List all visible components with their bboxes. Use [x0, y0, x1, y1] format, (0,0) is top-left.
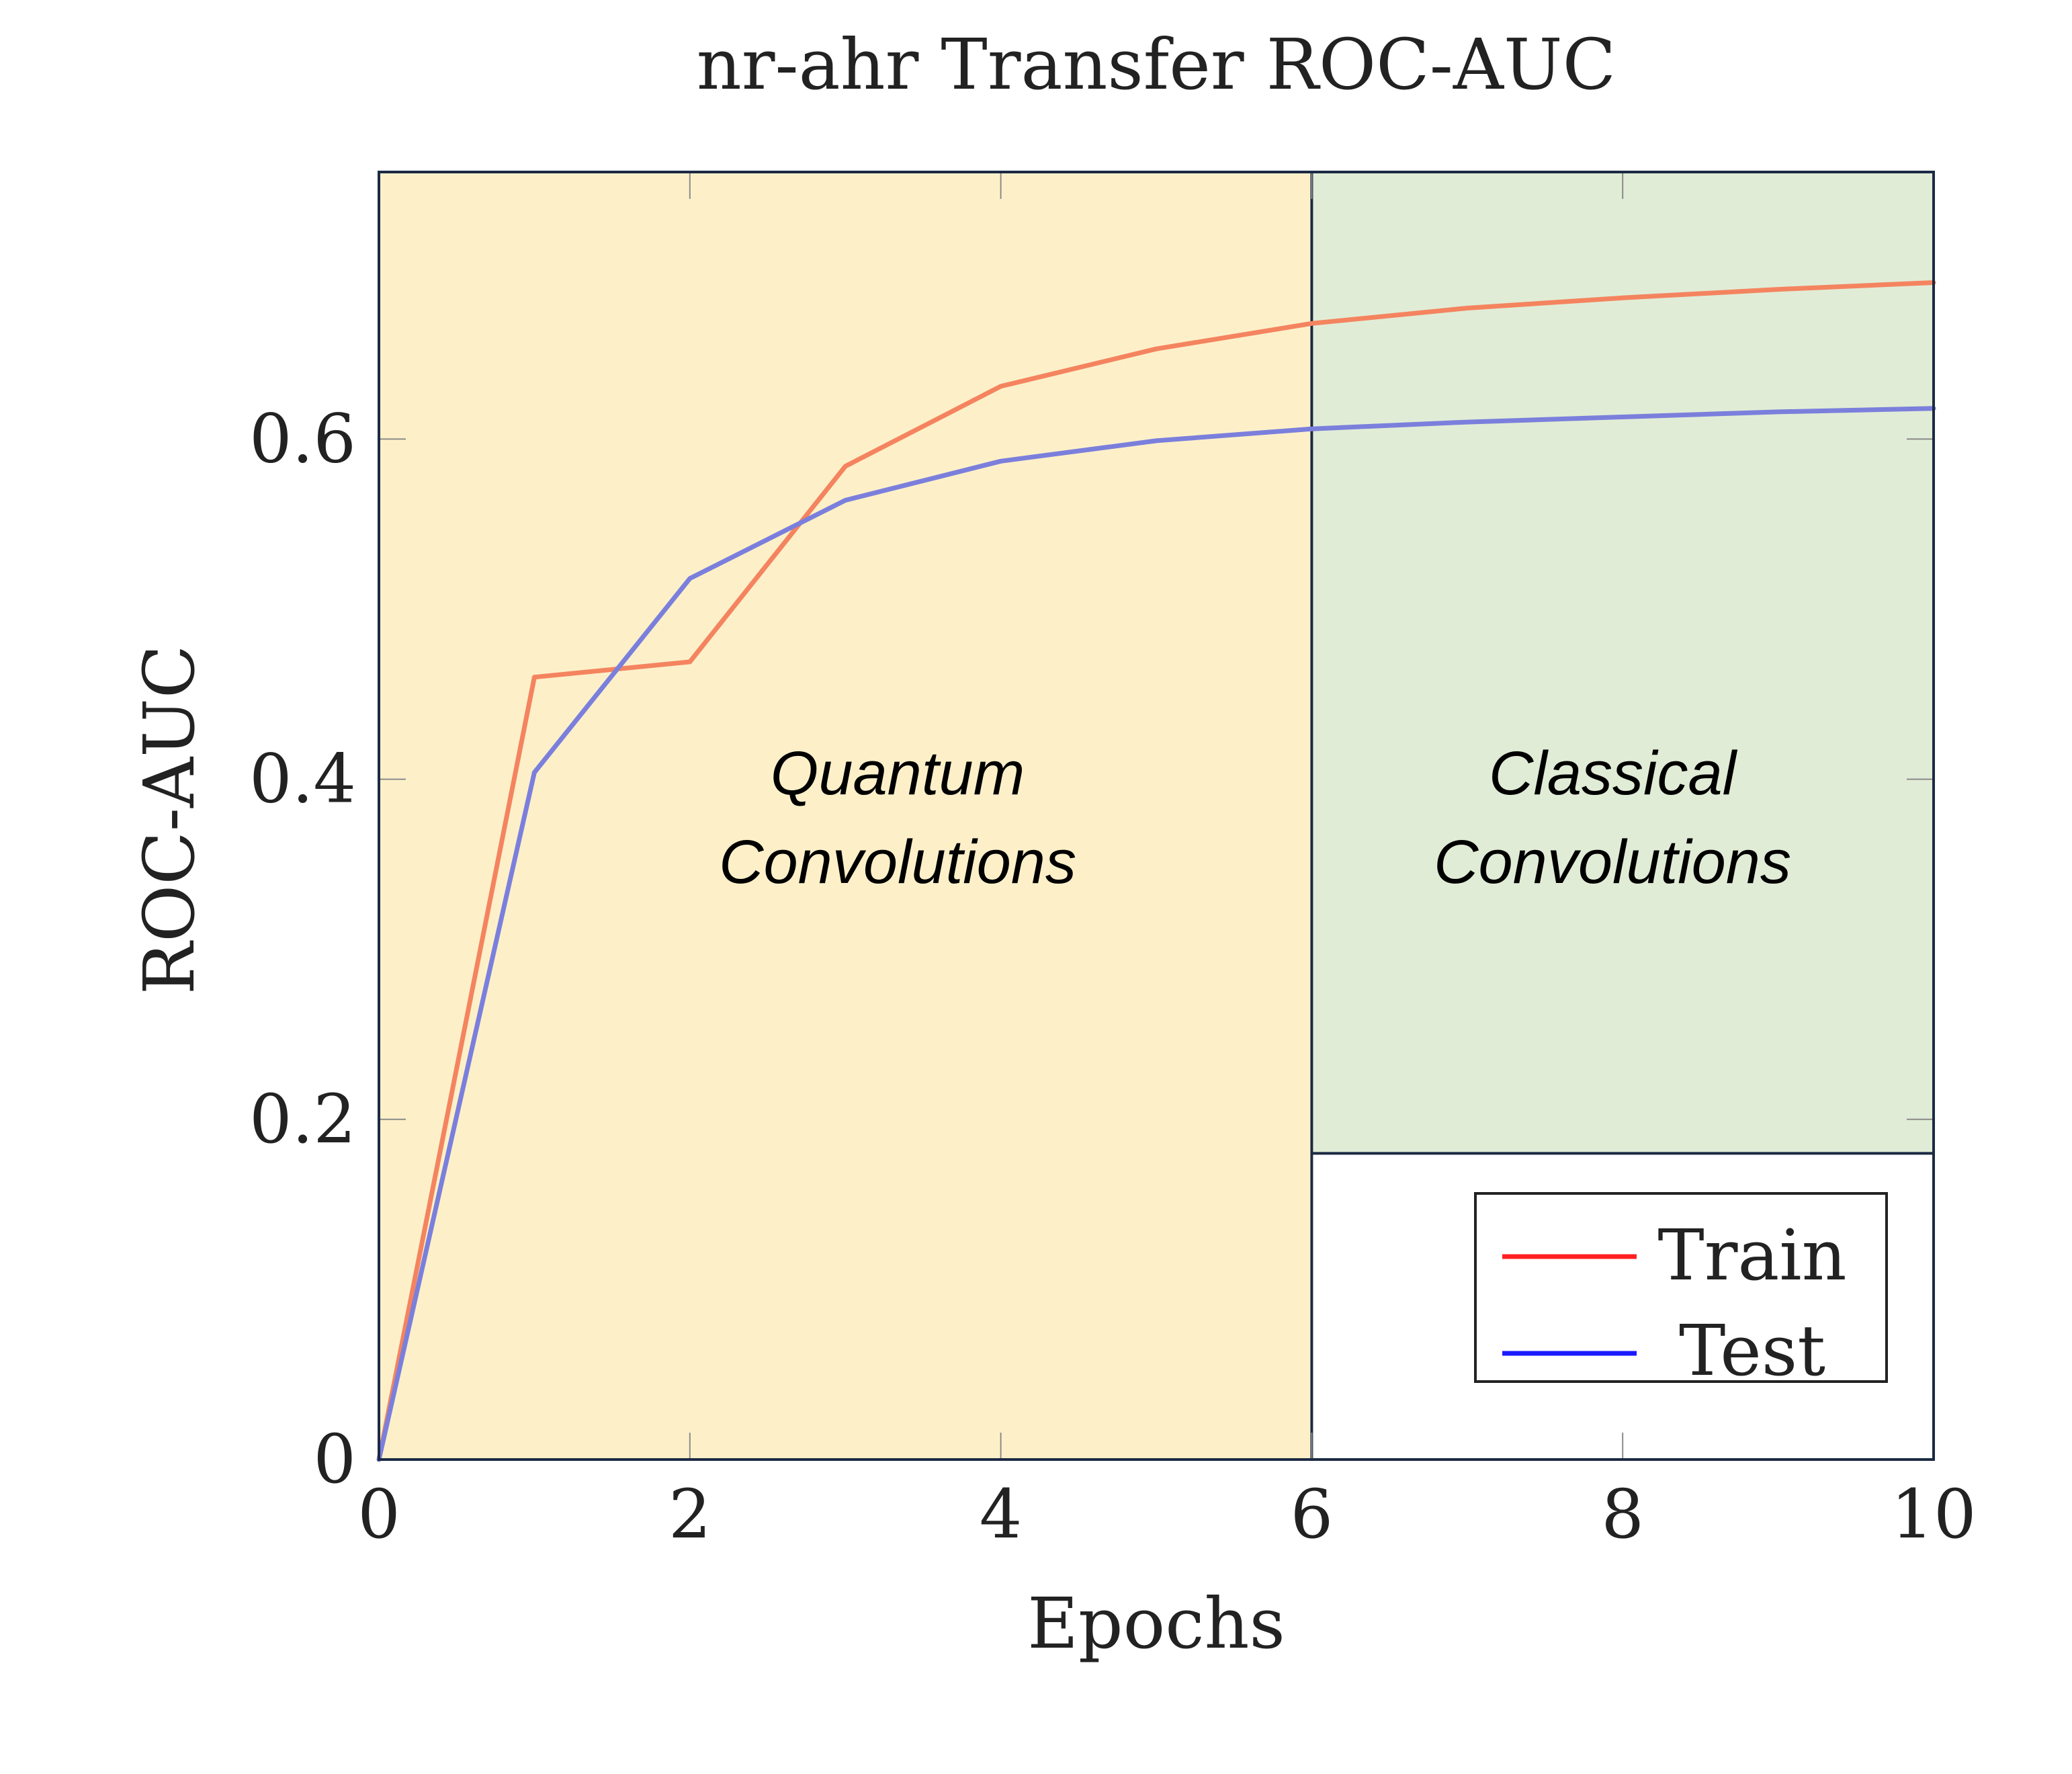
- quantum-region: [379, 172, 1312, 1460]
- y-tick-label-3: 0.6: [249, 399, 356, 478]
- x-tick-labels: 0 2 4 6 8 10: [357, 1475, 1976, 1554]
- quantum-region-label-line2: Convolutions: [719, 828, 1076, 896]
- quantum-region-label-line1: Quantum: [771, 739, 1025, 808]
- chart-title: nr-ahr Transfer ROC-AUC: [697, 24, 1616, 105]
- series-lines: [376, 280, 1936, 1462]
- classical-region: [1311, 172, 1934, 1154]
- classical-region-label-line1: Classical: [1489, 739, 1738, 808]
- x-tick-label-1: 2: [668, 1475, 711, 1554]
- legend-box: [1474, 1192, 1888, 1383]
- x-axis-label: Epochs: [1027, 1582, 1285, 1664]
- plot-area: [376, 171, 1936, 1462]
- series-line-test: [376, 406, 1936, 1462]
- x-tick-label-0: 0: [357, 1475, 400, 1554]
- legend-test-label: Test: [1679, 1310, 1825, 1392]
- x-tick-label-2: 4: [980, 1475, 1023, 1554]
- y-axis-label: ROC-AUC: [128, 645, 210, 995]
- x-tick-label-4: 8: [1601, 1475, 1644, 1554]
- y-tick-label-2: 0.4: [249, 740, 356, 818]
- legend-train-label: Train: [1657, 1214, 1846, 1296]
- y-tick-labels: 0 0.2 0.4 0.6: [249, 399, 356, 1498]
- classical-region-label-line2: Convolutions: [1434, 828, 1791, 896]
- legend: Train Test: [1474, 1192, 1888, 1392]
- x-tick-label-3: 6: [1291, 1475, 1334, 1554]
- x-tick-label-5: 10: [1891, 1475, 1976, 1554]
- y-tick-label-0: 0: [313, 1420, 356, 1498]
- plot-frame: [378, 171, 1935, 1461]
- y-tick-label-1: 0.2: [249, 1080, 356, 1158]
- series-line-train: [376, 280, 1936, 1462]
